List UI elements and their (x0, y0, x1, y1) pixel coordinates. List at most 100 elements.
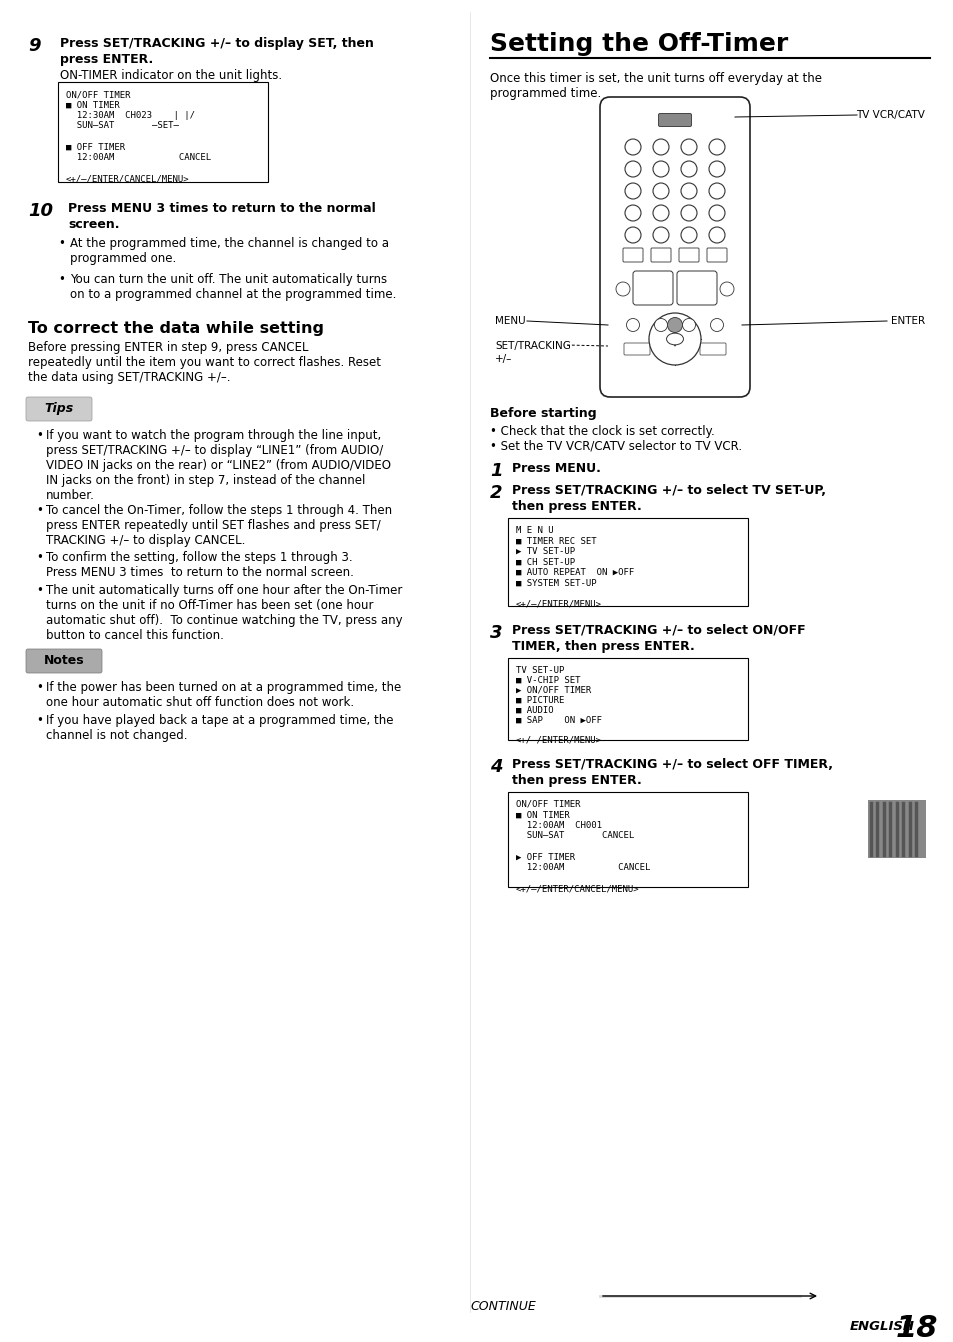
Text: <+/–/ENTER/MENU>: <+/–/ENTER/MENU> (516, 735, 601, 745)
Text: ■ PICTURE: ■ PICTURE (516, 696, 564, 705)
Text: ▶ OFF TIMER: ▶ OFF TIMER (516, 852, 575, 862)
Text: ENTER: ENTER (890, 315, 924, 326)
Circle shape (626, 318, 639, 331)
Circle shape (624, 227, 640, 243)
Text: To confirm the setting, follow the steps 1 through 3.
Press MENU 3 times  to ret: To confirm the setting, follow the steps… (46, 552, 354, 578)
Circle shape (652, 227, 668, 243)
Text: ▶ TV SET-UP: ▶ TV SET-UP (516, 548, 575, 556)
Text: At the programmed time, the channel is changed to a
programmed one.: At the programmed time, the channel is c… (70, 238, 389, 264)
Text: ON/OFF TIMER: ON/OFF TIMER (66, 90, 131, 99)
FancyBboxPatch shape (599, 97, 749, 397)
Text: M E N U: M E N U (516, 526, 553, 535)
Circle shape (624, 140, 640, 154)
FancyBboxPatch shape (658, 114, 691, 126)
Text: ■ SAP    ON ▶OFF: ■ SAP ON ▶OFF (516, 717, 601, 725)
Circle shape (616, 282, 629, 297)
Text: ■ CH SET-UP: ■ CH SET-UP (516, 557, 575, 566)
Circle shape (648, 313, 700, 365)
Text: •: • (36, 680, 43, 694)
Bar (507, 792, 747, 887)
Text: then press ENTER.: then press ENTER. (512, 501, 641, 513)
FancyBboxPatch shape (26, 397, 91, 421)
Text: •: • (36, 552, 43, 564)
Circle shape (681, 318, 695, 331)
Text: ON-TIMER indicator on the unit lights.: ON-TIMER indicator on the unit lights. (60, 68, 282, 82)
Text: press ENTER.: press ENTER. (60, 52, 153, 66)
Text: If you have played back a tape at a programmed time, the
channel is not changed.: If you have played back a tape at a prog… (46, 714, 393, 742)
Text: You can turn the unit off. The unit automatically turns
on to a programmed chann: You can turn the unit off. The unit auto… (70, 272, 395, 301)
Text: •: • (36, 584, 43, 597)
Text: 2: 2 (490, 484, 502, 502)
Circle shape (654, 318, 667, 331)
Text: <+/–/ENTER/MENU>: <+/–/ENTER/MENU> (516, 600, 601, 608)
Text: 12:00AM          CANCEL: 12:00AM CANCEL (516, 863, 650, 872)
Circle shape (680, 161, 697, 177)
Text: Press SET/TRACKING +/– to select OFF TIMER,: Press SET/TRACKING +/– to select OFF TIM… (512, 758, 832, 772)
Text: Press SET/TRACKING +/– to select TV SET-UP,: Press SET/TRACKING +/– to select TV SET-… (512, 484, 825, 497)
Text: ■ V-CHIP SET: ■ V-CHIP SET (516, 676, 579, 684)
Text: <+/–/ENTER/CANCEL/MENU>: <+/–/ENTER/CANCEL/MENU> (516, 884, 639, 892)
Text: MENU: MENU (495, 315, 525, 326)
Bar (867, 800, 925, 858)
Circle shape (708, 140, 724, 154)
FancyBboxPatch shape (677, 271, 717, 305)
FancyBboxPatch shape (650, 248, 670, 262)
Circle shape (624, 205, 640, 221)
Text: ENGLISH: ENGLISH (849, 1321, 914, 1333)
Text: ■ OFF TIMER: ■ OFF TIMER (66, 142, 125, 152)
Text: If the power has been turned on at a programmed time, the
one hour automatic shu: If the power has been turned on at a pro… (46, 680, 401, 709)
Text: +/–: +/– (495, 354, 512, 364)
Bar (58, 82, 268, 183)
Text: Before pressing ENTER in step 9, press CANCEL
repeatedly until the item you want: Before pressing ENTER in step 9, press C… (28, 341, 380, 384)
Text: •: • (36, 429, 43, 442)
Bar (507, 658, 747, 739)
Text: If you want to watch the program through the line input,
press SET/TRACKING +/– : If you want to watch the program through… (46, 429, 391, 502)
Text: •: • (58, 238, 65, 250)
Text: then press ENTER.: then press ENTER. (512, 774, 641, 786)
Text: TV SET-UP: TV SET-UP (516, 666, 564, 675)
Text: Press MENU 3 times to return to the normal: Press MENU 3 times to return to the norm… (68, 203, 375, 215)
Text: 10: 10 (28, 203, 53, 220)
Text: ▶ ON/OFF TIMER: ▶ ON/OFF TIMER (516, 686, 591, 695)
FancyBboxPatch shape (633, 271, 672, 305)
Text: Tips: Tips (45, 403, 73, 416)
Text: •: • (58, 272, 65, 286)
Text: To cancel the On-Timer, follow the steps 1 through 4. Then
press ENTER repeatedl: To cancel the On-Timer, follow the steps… (46, 505, 392, 548)
Text: ■ AUTO REPEAT  ON ▶OFF: ■ AUTO REPEAT ON ▶OFF (516, 568, 634, 577)
Text: 12:00AM  CH001: 12:00AM CH001 (516, 821, 601, 829)
Text: •: • (36, 714, 43, 727)
Text: 12:00AM            CANCEL: 12:00AM CANCEL (66, 153, 211, 162)
Text: ■ AUDIO: ■ AUDIO (516, 706, 553, 715)
Text: The unit automatically turns off one hour after the On-Timer
turns on the unit i: The unit automatically turns off one hou… (46, 584, 402, 641)
Text: Press MENU.: Press MENU. (512, 462, 600, 475)
Circle shape (680, 140, 697, 154)
Text: SET/TRACKING: SET/TRACKING (495, 341, 570, 352)
Text: 9: 9 (28, 38, 40, 55)
Text: ■ ON TIMER: ■ ON TIMER (66, 101, 120, 110)
Text: Press SET/TRACKING +/– to select ON/OFF: Press SET/TRACKING +/– to select ON/OFF (512, 624, 804, 637)
Text: Notes: Notes (44, 655, 84, 667)
Text: CONTINUE: CONTINUE (470, 1300, 536, 1312)
Circle shape (652, 140, 668, 154)
Text: 18: 18 (895, 1314, 938, 1342)
Text: 12:30AM  CH023    | |/: 12:30AM CH023 | |/ (66, 111, 194, 119)
Text: • Set the TV VCR/CATV selector to TV VCR.: • Set the TV VCR/CATV selector to TV VCR… (490, 440, 741, 454)
Circle shape (652, 183, 668, 199)
FancyBboxPatch shape (26, 650, 102, 672)
Circle shape (708, 227, 724, 243)
Text: • Check that the clock is set correctly.: • Check that the clock is set correctly. (490, 425, 714, 437)
Ellipse shape (666, 333, 682, 345)
Text: Before starting: Before starting (490, 407, 596, 420)
Circle shape (652, 161, 668, 177)
Text: 1: 1 (490, 462, 502, 480)
Circle shape (624, 161, 640, 177)
Circle shape (652, 205, 668, 221)
Circle shape (720, 282, 733, 297)
Circle shape (680, 205, 697, 221)
Text: Setting the Off-Timer: Setting the Off-Timer (490, 32, 787, 56)
Bar (507, 518, 747, 607)
Text: 4: 4 (490, 758, 502, 776)
FancyBboxPatch shape (623, 344, 649, 356)
Text: ■ TIMER REC SET: ■ TIMER REC SET (516, 537, 596, 545)
Text: <+/–/ENTER/CANCEL/MENU>: <+/–/ENTER/CANCEL/MENU> (66, 174, 190, 183)
